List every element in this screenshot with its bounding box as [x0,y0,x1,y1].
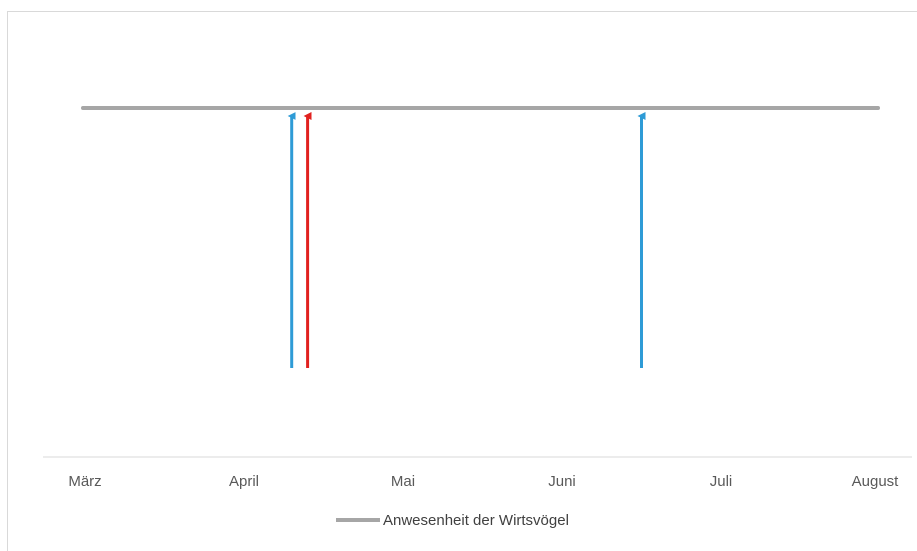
legend: Anwesenheit der Wirtsvögel [336,512,569,529]
x-tick-label: Juli [710,473,733,490]
timeline-chart: März April Mai Juni Juli August Anwesenheit d… [43,106,912,529]
x-tick-label: Mai [391,473,415,490]
chart-frame [7,11,917,551]
legend-label: Anwesenheit der Wirtsvögel [383,512,569,529]
x-tick-label: Juni [548,473,576,490]
x-tick-label: März [68,473,101,490]
x-tick-label: August [852,473,900,490]
x-tick-label: April [229,473,259,490]
